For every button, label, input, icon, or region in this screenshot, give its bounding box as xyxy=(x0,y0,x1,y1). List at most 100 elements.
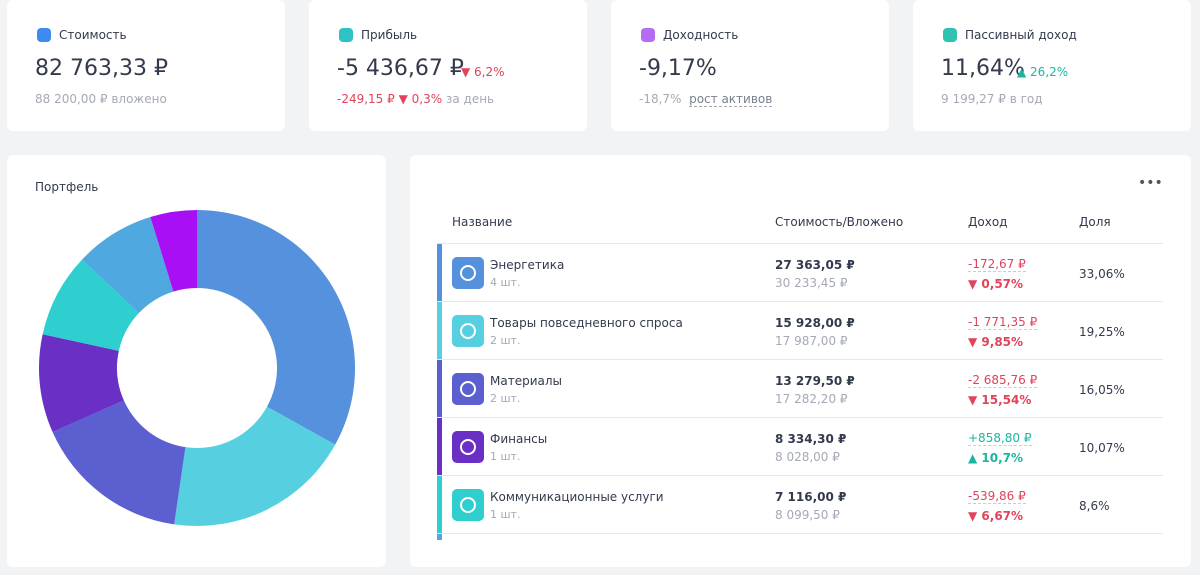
sector-value: 27 363,05 ₽ xyxy=(775,258,855,272)
card-label: Пассивный доход xyxy=(965,28,1077,42)
sector-count: 4 шт. xyxy=(490,276,521,289)
sector-income-pct: ▼ 0,57% xyxy=(968,277,1024,291)
card-label: Доходность xyxy=(663,28,739,42)
sector-share: 19,25% xyxy=(1079,325,1125,339)
sector-income: -539,86 ₽ xyxy=(968,489,1026,504)
portfolio-panel: Портфель xyxy=(7,155,386,567)
sector-value: 13 279,50 ₽ xyxy=(775,374,855,388)
sector-income: -1 771,35 ₽ xyxy=(968,315,1038,330)
menu[interactable]: ••• xyxy=(1138,175,1163,191)
pct: 15,54% xyxy=(981,393,1032,407)
chart-title: Портфель xyxy=(35,180,98,194)
card: Стоимость 82 763,33 ₽ 88 200,00 ₽ вложен… xyxy=(7,0,285,131)
sub-note[interactable]: рост активов xyxy=(689,92,773,107)
row-rule xyxy=(437,533,1163,534)
sector-invested: 17 987,00 ₽ xyxy=(775,334,848,348)
column-header: Название xyxy=(452,215,513,229)
sector-name: Энергетика xyxy=(490,258,565,272)
icon xyxy=(339,28,353,42)
sector-income-pct: ▼ 9,85% xyxy=(968,335,1024,349)
card-sub: 88 200,00 ₽ вложено xyxy=(35,92,167,106)
card: Пассивный доход 11,64% ▲ 26,2% 9 199,27 … xyxy=(913,0,1191,131)
card-sub: 9 199,27 ₽ в год xyxy=(941,92,1043,106)
sector-income: -2 685,76 ₽ xyxy=(968,373,1038,388)
icon xyxy=(641,28,655,42)
table-panel: ••• Название Стоимость/Вложено Доход Доля Эн… xyxy=(410,155,1191,567)
sector-invested: 17 282,20 ₽ xyxy=(775,392,848,406)
sector-value: 7 116,00 ₽ xyxy=(775,490,847,504)
pct: 10,7% xyxy=(981,451,1024,465)
sector-share: 16,05% xyxy=(1079,383,1125,397)
card-value: 82 763,33 ₽ xyxy=(35,56,168,81)
card-value: 11,64% xyxy=(941,56,1025,81)
donut-slice xyxy=(82,217,174,314)
icon-glyph xyxy=(460,381,476,397)
header-rule xyxy=(437,243,1163,244)
donut-slice xyxy=(39,334,124,433)
sector-invested: 8 099,50 ₽ xyxy=(775,508,840,522)
donut-slice xyxy=(174,406,336,526)
icon-glyph xyxy=(460,323,476,339)
row-color-bar xyxy=(437,534,442,540)
sector-name: Финансы xyxy=(490,432,548,446)
sector-count: 1 шт. xyxy=(490,450,521,463)
card-sub: -249,15 ₽ ▼ 0,3% за день xyxy=(337,92,495,106)
sub-change: 0,3% xyxy=(411,92,443,106)
sector-icon xyxy=(452,257,484,289)
sector-value: 8 334,30 ₽ xyxy=(775,432,847,446)
icon xyxy=(37,28,51,42)
icon-glyph xyxy=(460,497,476,513)
sub: -249,15 ₽ xyxy=(337,92,395,106)
row-rule xyxy=(437,301,1163,302)
column-header: Доход xyxy=(968,215,1008,229)
row-rule xyxy=(437,475,1163,476)
donut-chart: Портфель xyxy=(35,180,356,526)
sector-share: 8,6% xyxy=(1079,499,1110,513)
row-rule xyxy=(437,417,1163,418)
sector-name: Товары повседневного спроса xyxy=(490,316,683,330)
sector-count: 2 шт. xyxy=(490,334,521,347)
change: 26,2% xyxy=(1030,65,1069,79)
sector-invested: 8 028,00 ₽ xyxy=(775,450,840,464)
donut-slice xyxy=(42,259,139,351)
sector-share: 33,06% xyxy=(1079,267,1125,281)
sector-income: +858,80 ₽ xyxy=(968,431,1032,446)
donut-slice xyxy=(150,210,197,292)
sector-icon xyxy=(452,315,484,347)
sector-count: 2 шт. xyxy=(490,392,521,405)
sector-icon xyxy=(452,489,484,521)
card-label: Прибыль xyxy=(361,28,418,42)
card-value: -9,17% xyxy=(639,56,717,81)
column-header: Стоимость/Вложено xyxy=(775,215,904,229)
card-change: ▲ 26,2% xyxy=(1017,65,1069,79)
pct: 9,85% xyxy=(981,335,1024,349)
card-sub: -18,7% рост активов xyxy=(639,92,773,107)
card-change: ▼ 6,2% xyxy=(461,65,505,79)
row-color-bar xyxy=(437,418,442,475)
row-color-bar xyxy=(437,302,442,359)
sub: -18,7% xyxy=(639,92,682,106)
sector-income: -172,67 ₽ xyxy=(968,257,1026,272)
sector-icon xyxy=(452,373,484,405)
change: 6,2% xyxy=(474,65,505,79)
card-value: -5 436,67 ₽ xyxy=(337,56,464,81)
sector-name: Коммуникационные услуги xyxy=(490,490,664,504)
sector-income-pct: ▼ 6,67% xyxy=(968,509,1024,523)
donut-slice xyxy=(197,210,356,445)
sector-value: 15 928,00 ₽ xyxy=(775,316,855,330)
sub-note: за день xyxy=(445,92,495,106)
card: Прибыль -5 436,67 ₽ ▼ 6,2% -249,15 ₽ ▼ 0… xyxy=(309,0,587,131)
row-color-bar xyxy=(437,244,442,301)
pct: 6,67% xyxy=(981,509,1024,523)
icon-glyph xyxy=(460,265,476,281)
sector-income-pct: ▲ 10,7% xyxy=(968,451,1024,465)
icon xyxy=(943,28,957,42)
pct: 0,57% xyxy=(981,277,1024,291)
sector-count: 1 шт. xyxy=(490,508,521,521)
card: Доходность -9,17% -18,7% рост активов xyxy=(611,0,889,131)
row-color-bar xyxy=(437,476,442,533)
row-color-bar xyxy=(437,360,442,417)
sector-income-pct: ▼ 15,54% xyxy=(968,393,1032,407)
sector-name: Материалы xyxy=(490,374,562,388)
